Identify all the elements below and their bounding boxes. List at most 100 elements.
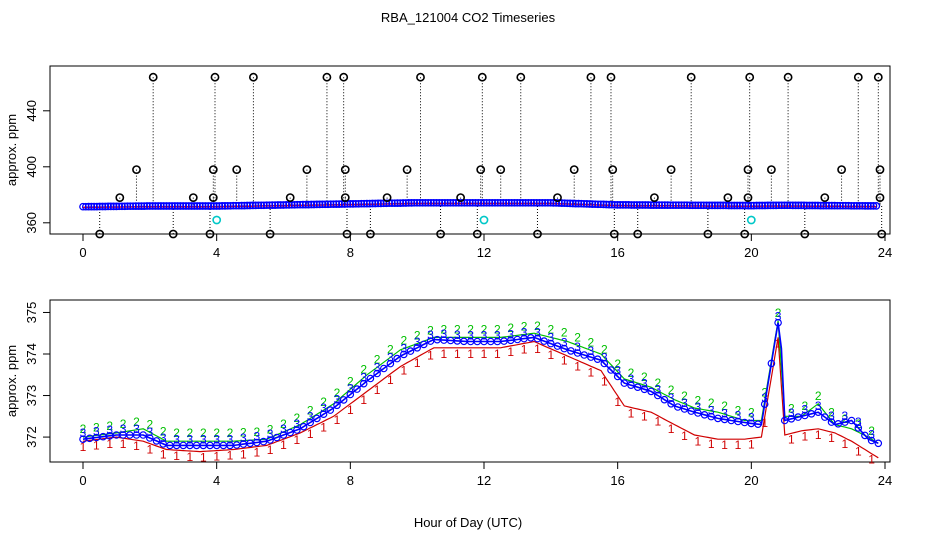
series-3-point <box>573 349 582 357</box>
flagged-point <box>212 215 222 225</box>
series-3-point <box>286 428 295 437</box>
series-point <box>363 199 371 208</box>
series-point <box>240 201 249 210</box>
series-point <box>335 200 343 208</box>
series-point <box>677 201 686 210</box>
series-2-marker: 2 <box>868 424 875 438</box>
series-3-marker: 3 <box>641 376 648 390</box>
series-point <box>118 202 126 211</box>
series-1-marker: 1 <box>414 356 421 370</box>
series-2-marker: 2 <box>788 401 795 415</box>
series-2-marker: 2 <box>253 425 260 439</box>
bottom-x-tick-label: 4 <box>213 473 220 488</box>
bottom-x-tick-label: 24 <box>878 473 892 488</box>
series-point <box>87 202 96 211</box>
series-point <box>198 202 207 210</box>
raw-point <box>340 193 350 202</box>
series-3-marker: 3 <box>133 422 140 436</box>
series-point <box>449 198 458 207</box>
series-3-point <box>800 411 809 420</box>
series-point <box>215 202 224 210</box>
series-3-marker: 3 <box>775 310 782 324</box>
raw-point <box>873 72 883 82</box>
top-x-tick-label: 12 <box>477 245 491 260</box>
series-3-point <box>319 410 328 419</box>
series-3-point <box>814 408 823 417</box>
series-point <box>218 202 227 210</box>
raw-point <box>516 72 526 82</box>
series-point <box>544 198 552 207</box>
series-3-marker: 3 <box>788 406 795 420</box>
series-point <box>830 201 839 210</box>
series-point <box>736 201 744 210</box>
series-2-marker: 2 <box>748 406 755 420</box>
series-3-marker: 3 <box>253 430 260 444</box>
series-point <box>641 201 650 209</box>
series-point <box>711 201 719 210</box>
series-point <box>861 202 870 210</box>
series-3-marker: 3 <box>547 331 554 345</box>
series-point <box>140 202 149 210</box>
series-point <box>602 200 611 209</box>
series-1-marker: 1 <box>267 443 274 457</box>
series-point <box>491 198 499 207</box>
series-point <box>694 201 703 210</box>
series-2-marker: 2 <box>534 319 541 333</box>
series-point <box>502 198 510 207</box>
top-axes: 0 4 8 12 16 20 24 360 400 440 <box>24 100 892 260</box>
raw-point <box>686 72 696 82</box>
series-2-marker: 2 <box>467 322 474 336</box>
series-point <box>482 198 491 207</box>
series-1-marker: 1 <box>507 345 514 359</box>
series-2-marker: 2 <box>507 321 514 335</box>
series-point <box>226 201 235 210</box>
series-point <box>847 201 856 210</box>
series-3-point <box>366 374 375 383</box>
series-point <box>580 199 588 208</box>
series-point <box>516 198 524 207</box>
series-point <box>808 201 817 210</box>
raw-point <box>365 229 375 239</box>
series-point <box>566 199 574 208</box>
series-point <box>290 200 299 209</box>
raw-point <box>472 229 482 239</box>
series-point <box>410 198 419 207</box>
series-1-marker: 1 <box>561 354 568 368</box>
series-point <box>446 198 455 207</box>
series-point <box>493 198 502 207</box>
series-point <box>688 201 697 210</box>
raw-point <box>875 165 885 174</box>
series-point <box>672 201 680 210</box>
series-point <box>663 201 672 209</box>
series-3-marker: 3 <box>708 404 715 418</box>
series-2-marker: 2 <box>761 386 768 400</box>
series-2-marker: 2 <box>454 322 461 336</box>
series-point <box>371 199 380 208</box>
series-3-point <box>339 396 348 404</box>
series-3-point <box>306 418 315 427</box>
series-point <box>268 201 277 209</box>
series-3-point <box>333 401 341 410</box>
series-point <box>324 200 332 209</box>
raw-point <box>208 193 218 202</box>
series-point <box>569 199 577 208</box>
series-3-point <box>774 318 782 327</box>
series-1-marker: 1 <box>842 437 849 451</box>
series-point <box>850 201 858 210</box>
series-3-point <box>600 359 609 368</box>
series-1-marker: 1 <box>855 444 862 458</box>
series-1-marker: 1 <box>467 347 474 361</box>
series-1-marker: 1 <box>668 422 675 436</box>
series-point <box>326 200 335 209</box>
series-point <box>588 200 597 208</box>
series-1-marker: 1 <box>748 437 755 451</box>
series-3-point <box>707 412 716 421</box>
series-point <box>265 201 274 210</box>
series-point <box>697 201 705 210</box>
series-point <box>418 198 427 207</box>
series-point <box>143 202 151 210</box>
series-3-marker: 3 <box>494 329 501 343</box>
series-point <box>741 201 750 210</box>
series-1-marker: 1 <box>801 429 808 443</box>
